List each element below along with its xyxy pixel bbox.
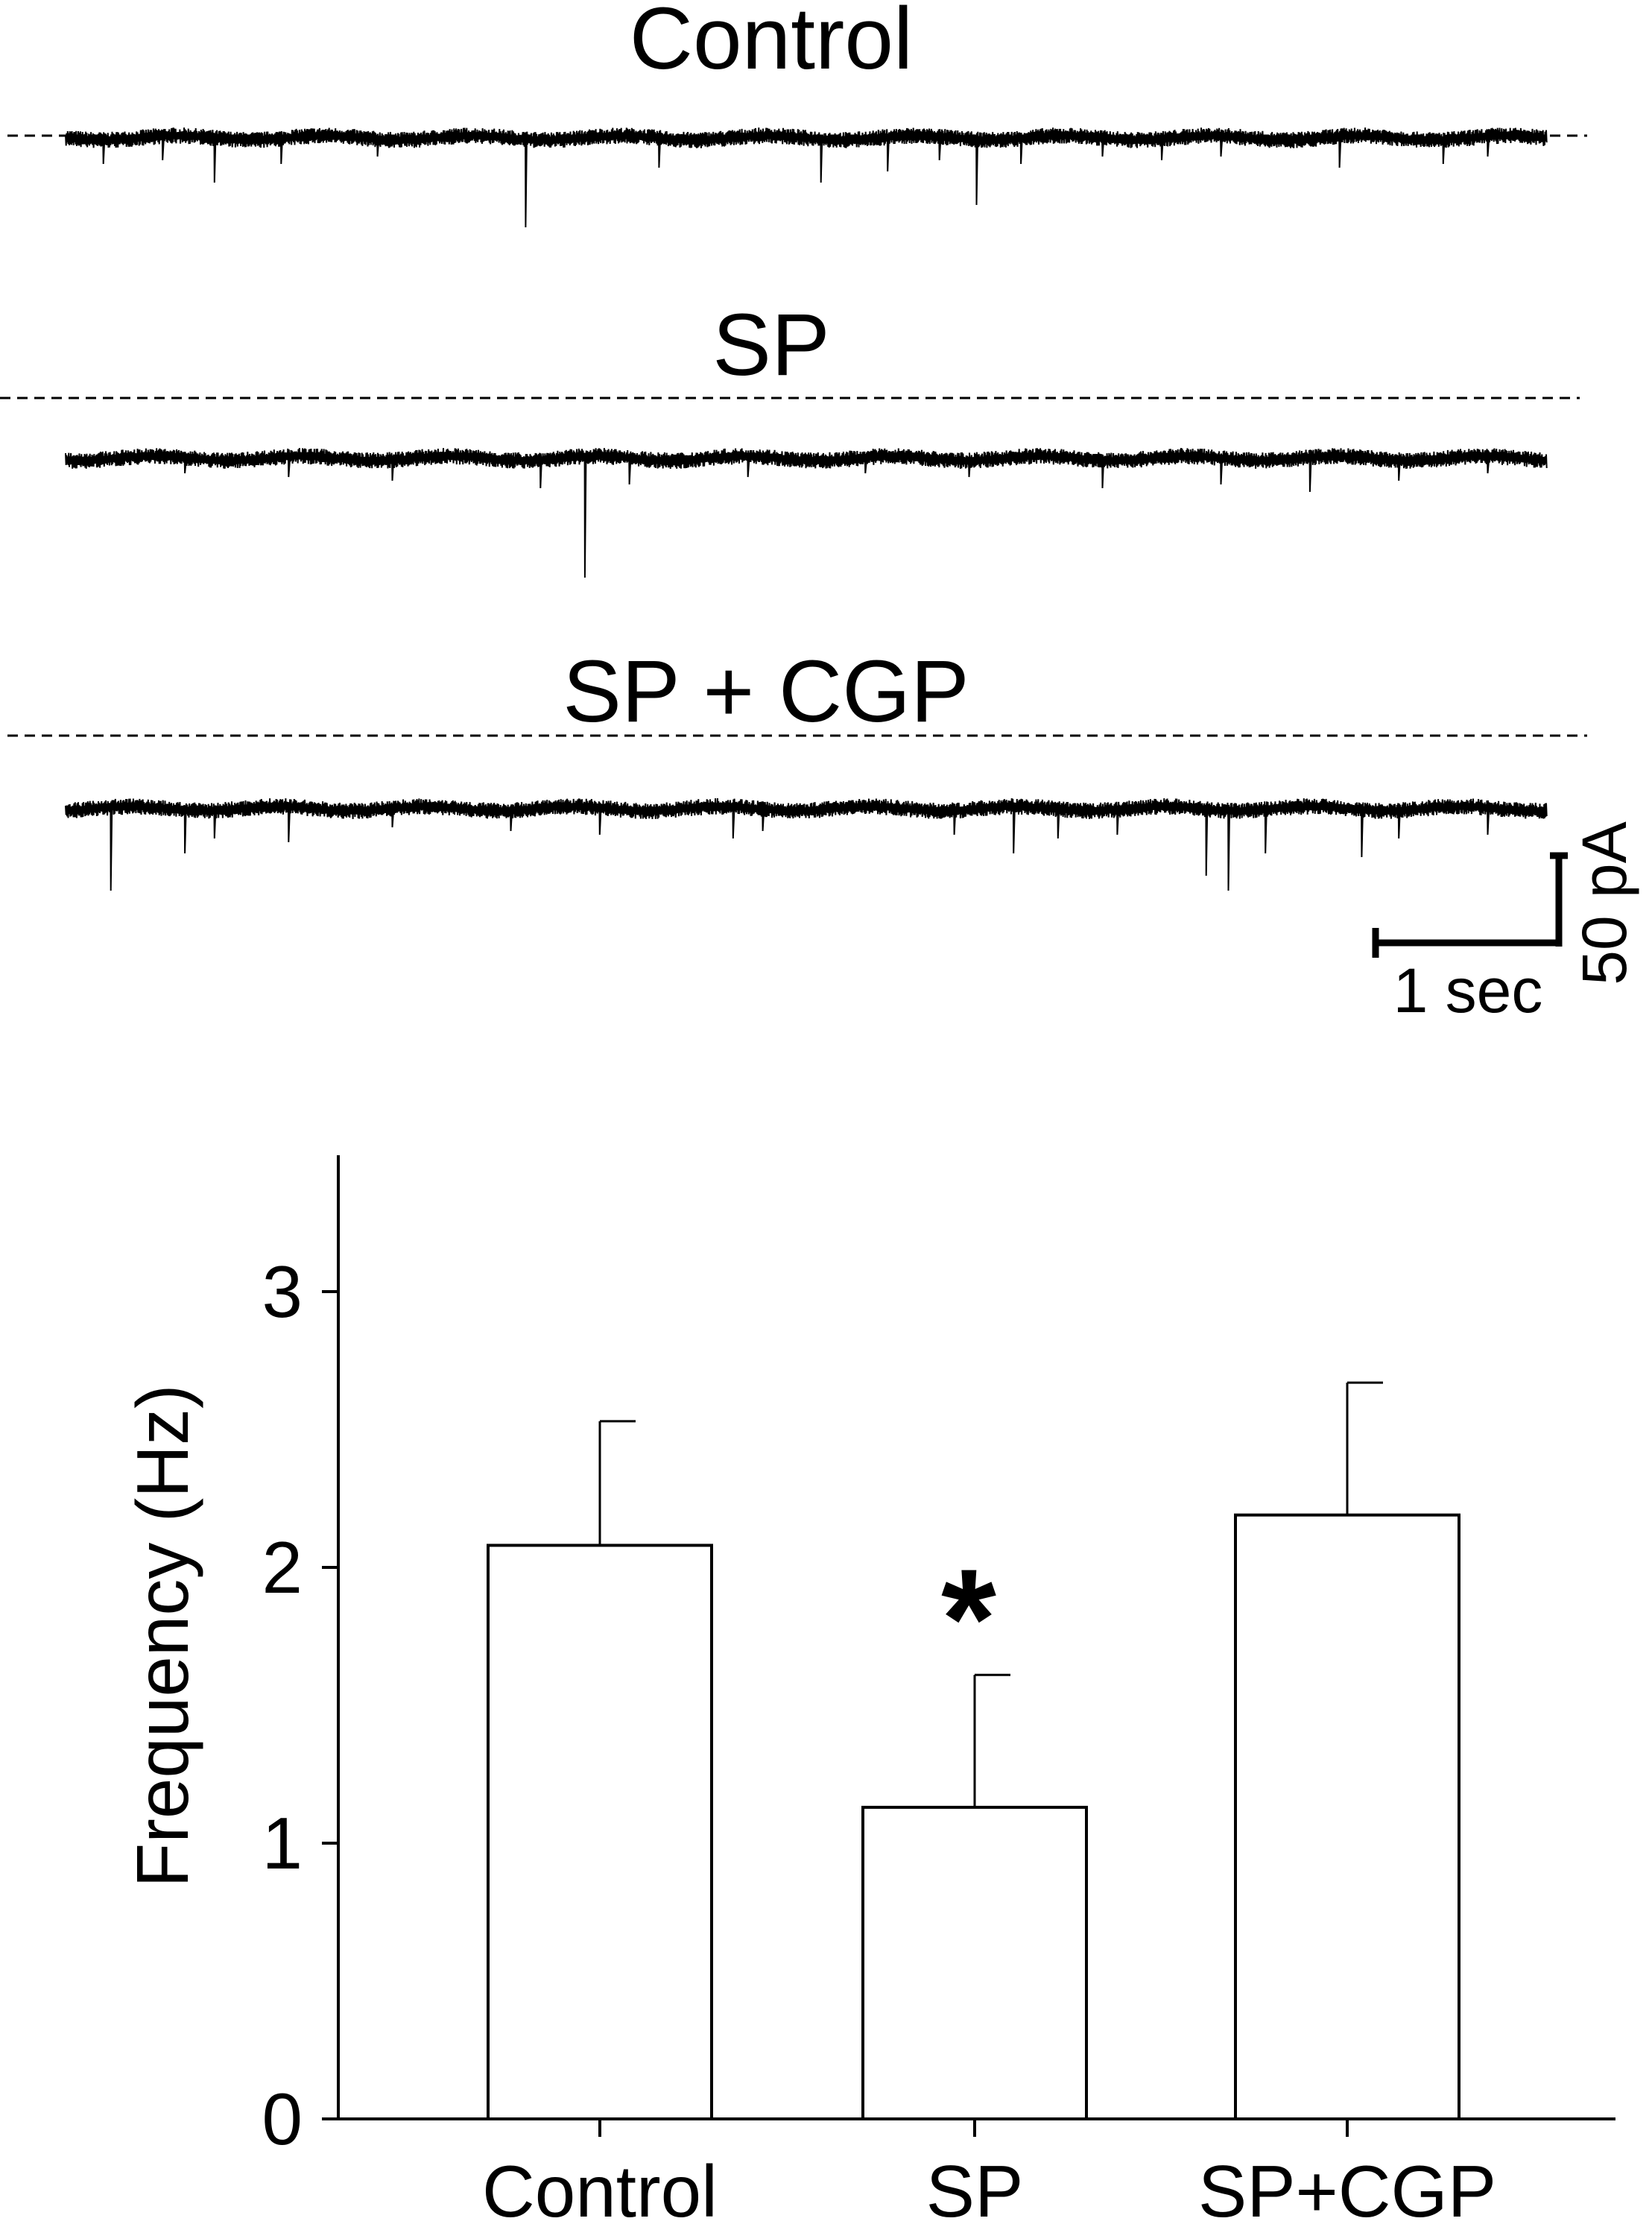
trace-panel-sp-cgp: SP + CGP <box>7 642 1587 891</box>
x-tick-label: SP <box>926 2150 1024 2227</box>
trace-label-sp: SP <box>712 296 829 394</box>
y-tick-label: 1 <box>262 1802 303 1884</box>
trace-panel-control: Control <box>7 0 1587 228</box>
y-axis-title: Frequency (Hz) <box>121 1384 203 1887</box>
y-ticks: 0 1 2 3 <box>262 1251 338 2160</box>
current-trace-sp-cgp <box>65 798 1548 891</box>
scale-bar-time-label: 1 sec <box>1393 955 1543 1026</box>
bar-chart: Frequency (Hz) 0 1 2 3 Control SP SP+CGP * <box>121 1155 1615 2227</box>
trace-label-sp-cgp: SP + CGP <box>563 642 969 741</box>
x-tick-label: SP+CGP <box>1198 2150 1496 2227</box>
scale-bar-current-label: 50 pA <box>1569 821 1639 985</box>
significance-marker: * <box>941 1540 996 1698</box>
bars: Control SP SP+CGP * <box>482 1381 1496 2227</box>
y-tick-label: 2 <box>262 1526 303 1608</box>
current-trace-sp <box>65 448 1548 578</box>
bar <box>861 1805 1088 2120</box>
bar <box>1234 1513 1460 2120</box>
bar <box>487 1544 713 2120</box>
y-tick-label: 3 <box>262 1251 303 1333</box>
scale-bar: 1 sec 50 pA <box>1372 821 1639 1026</box>
x-tick-label: Control <box>482 2150 718 2227</box>
y-tick-label: 0 <box>262 2078 303 2160</box>
current-trace-control <box>65 127 1548 228</box>
trace-panel-sp: SP <box>0 296 1580 578</box>
trace-label-control: Control <box>630 0 913 88</box>
